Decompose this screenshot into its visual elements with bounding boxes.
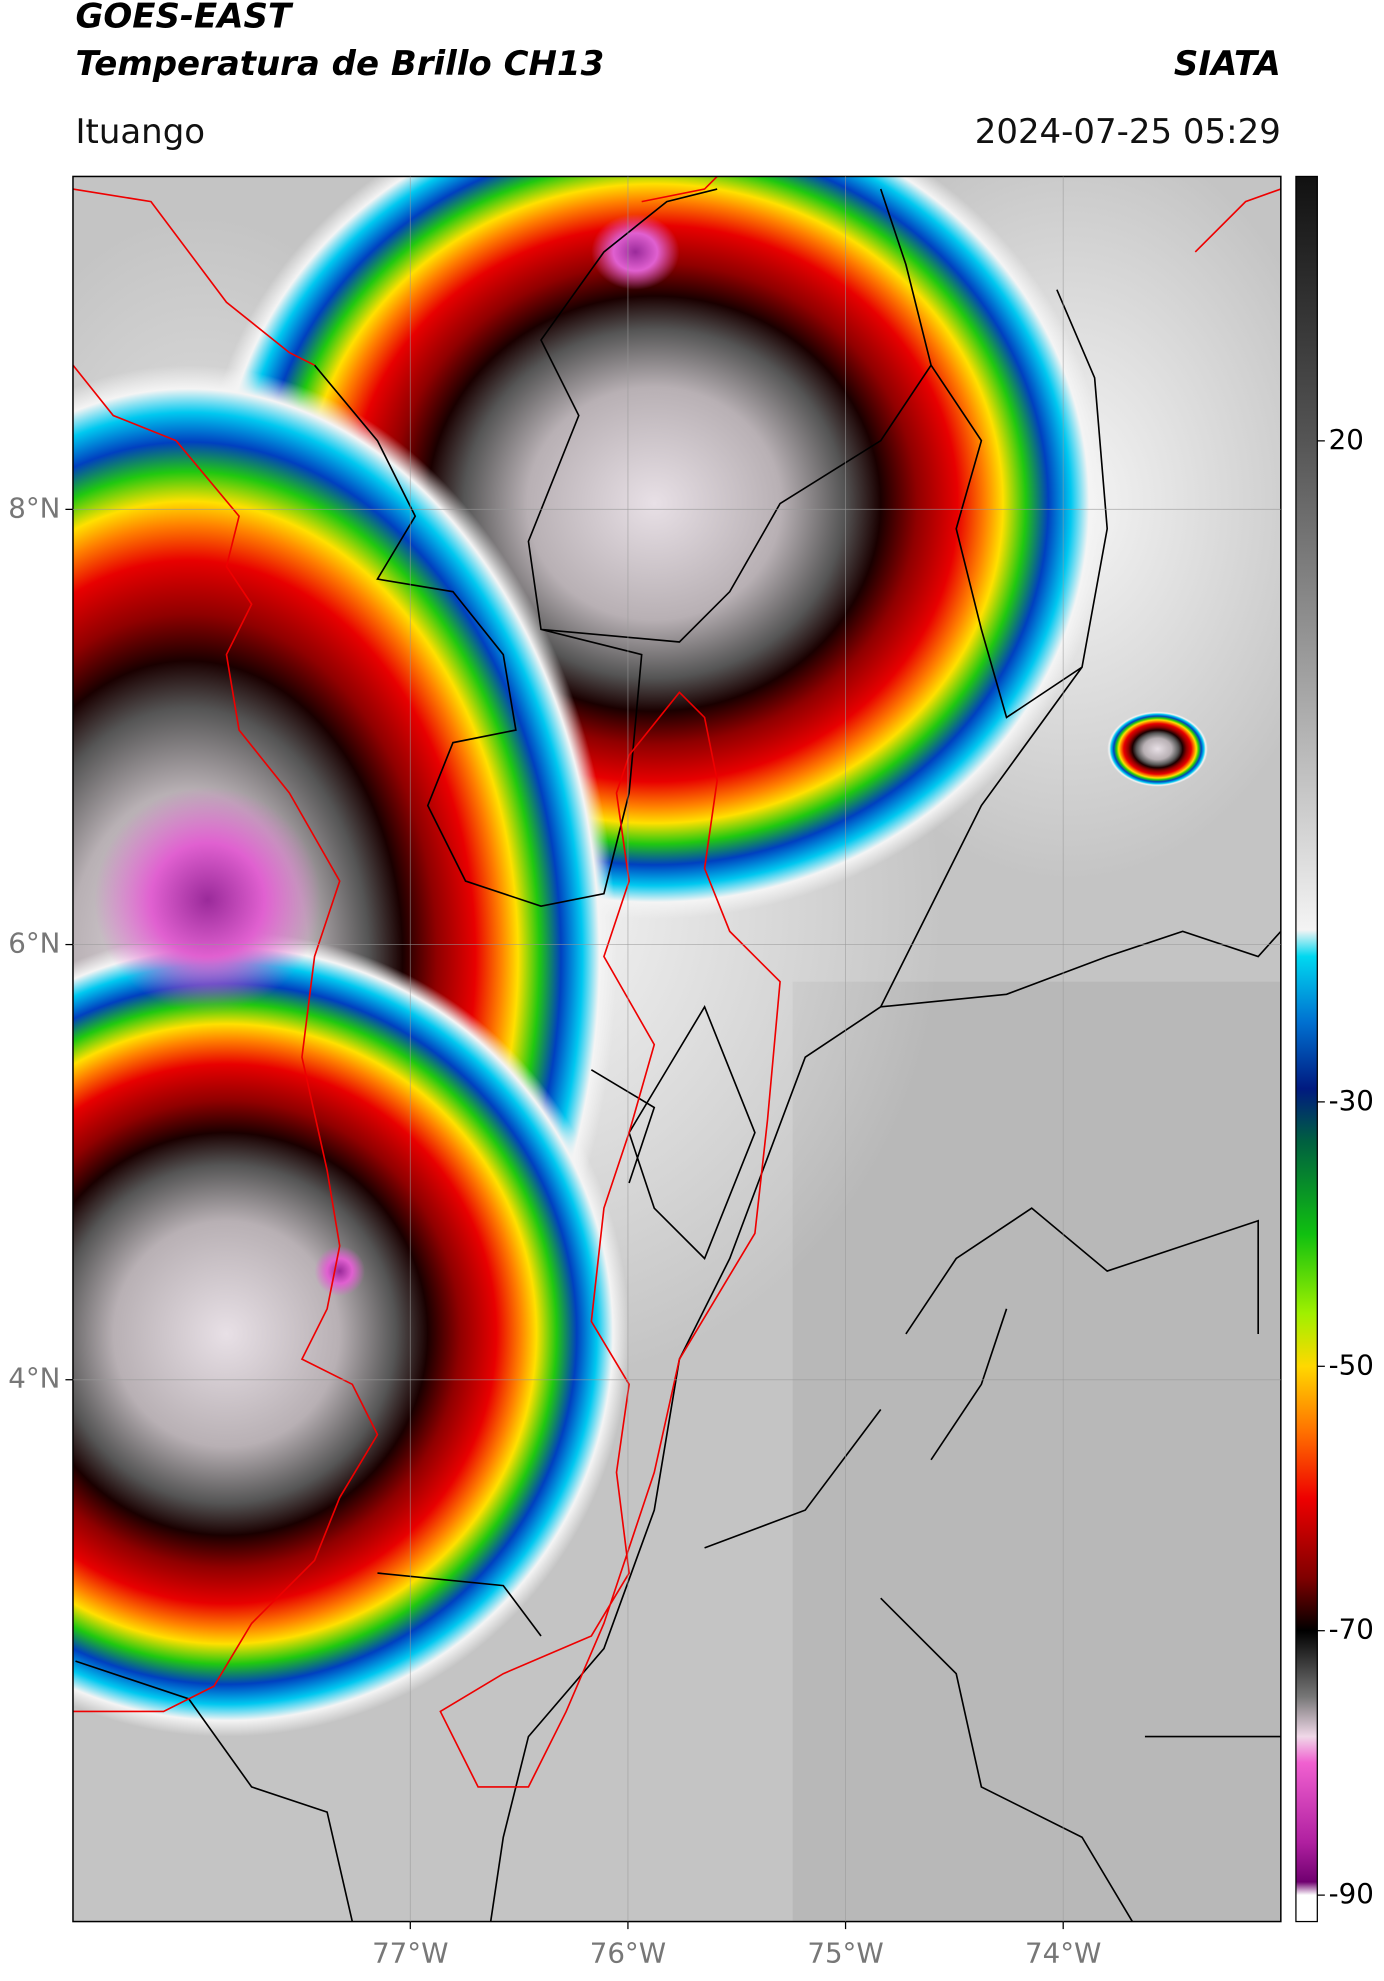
satellite-map (72, 176, 1281, 1922)
cold-top (94, 786, 321, 1014)
y-tick-label: 4°N (8, 1362, 60, 1395)
x-tick-label: 77°W (372, 1936, 448, 1969)
region: Ituango (75, 112, 205, 152)
title: GOES-EAST (75, 0, 293, 36)
storm-cloud (1107, 711, 1208, 787)
colorbar-tick-label: 20 (1329, 423, 1364, 456)
colorbar (1295, 175, 1318, 1923)
map-frame (72, 175, 1282, 1923)
cold-top (591, 214, 680, 290)
graticule (72, 176, 1281, 1922)
source: SIATA (1174, 44, 1281, 84)
colorbar-tick-label: -30 (1329, 1084, 1374, 1117)
x-tick-label: 76°W (590, 1936, 666, 1969)
cold-top (314, 1245, 365, 1297)
colorbar-tick-label: -90 (1329, 1877, 1374, 1910)
state-border (72, 176, 1281, 1788)
timestamp: 2024-07-25 05:29 (975, 112, 1281, 152)
colorbar-tick-label: -50 (1329, 1348, 1374, 1381)
y-tick-label: 8°N (8, 491, 60, 524)
x-tick-label: 75°W (807, 1936, 883, 1969)
colorbar-tick-label: -70 (1329, 1613, 1374, 1646)
storm-cloud (72, 931, 629, 1737)
y-tick-label: 6°N (8, 927, 60, 960)
admin-border (75, 188, 1281, 1922)
subtitle: Temperatura de Brillo CH13 (75, 44, 604, 84)
x-tick-label: 74°W (1025, 1936, 1101, 1969)
